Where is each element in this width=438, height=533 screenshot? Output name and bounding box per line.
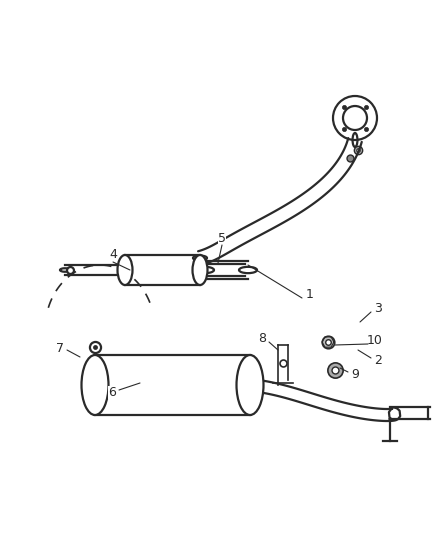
Text: 4: 4 <box>109 248 117 262</box>
Ellipse shape <box>192 255 208 285</box>
Text: 10: 10 <box>367 334 383 346</box>
Text: 5: 5 <box>218 231 226 245</box>
Text: 2: 2 <box>374 353 382 367</box>
Text: 8: 8 <box>258 332 266 344</box>
Text: 1: 1 <box>306 288 314 302</box>
Text: 6: 6 <box>108 385 116 399</box>
Ellipse shape <box>117 255 133 285</box>
Ellipse shape <box>237 355 264 415</box>
Text: 3: 3 <box>374 302 382 314</box>
Text: 9: 9 <box>351 368 359 382</box>
Text: 7: 7 <box>56 342 64 354</box>
Ellipse shape <box>81 355 109 415</box>
